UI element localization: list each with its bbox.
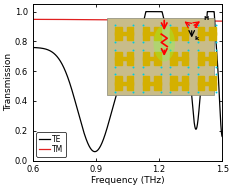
Legend: TE, TM: TE, TM	[37, 132, 66, 157]
X-axis label: Frequency (THz): Frequency (THz)	[91, 176, 164, 185]
Y-axis label: Transmission: Transmission	[4, 53, 13, 112]
